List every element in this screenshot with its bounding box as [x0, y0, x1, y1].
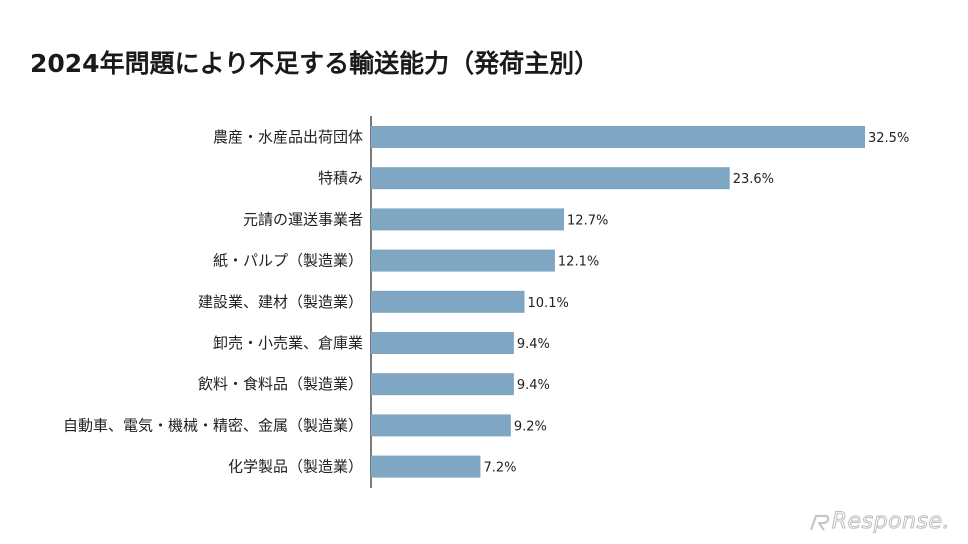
category-label: 元請の運送事業者: [243, 210, 363, 228]
bar: [371, 373, 514, 396]
bar: [371, 126, 865, 148]
value-label: 12.7%: [567, 213, 608, 228]
category-label: 特積み: [318, 169, 363, 187]
value-label: 23.6%: [733, 172, 774, 187]
value-label: 32.5%: [868, 131, 909, 146]
value-label: 12.1%: [558, 255, 599, 270]
category-label: 自動車、電気・機械・精密、金属（製造業）: [63, 416, 363, 434]
bar: [371, 249, 555, 272]
category-label: 卸売・小売業、倉庫業: [213, 334, 363, 352]
bar: [371, 455, 481, 478]
bar: [371, 414, 511, 437]
category-label: 農産・水産品出荷団体: [213, 128, 363, 146]
category-label: 建設業、建材（製造業）: [198, 293, 363, 311]
value-label: 7.2%: [483, 461, 516, 476]
page-title: 2024年問題により不足する輸送能力（発荷主別）: [30, 49, 600, 78]
value-label: 9.2%: [514, 419, 547, 434]
bar: [371, 332, 514, 354]
watermark: Response.: [808, 509, 950, 535]
value-label: 9.4%: [517, 378, 550, 393]
category-label: 飲料・食料品（製造業）: [198, 375, 363, 393]
bar: [371, 290, 525, 313]
category-label: 紙・パルプ（製造業）: [213, 252, 363, 270]
bar: [371, 208, 565, 231]
value-label: 10.1%: [528, 296, 569, 311]
bar: [371, 167, 730, 190]
watermark-text: Response.: [831, 509, 950, 535]
value-label: 9.4%: [517, 337, 550, 352]
response-logo-icon: [809, 514, 830, 531]
category-label: 化学製品（製造業）: [228, 458, 363, 476]
